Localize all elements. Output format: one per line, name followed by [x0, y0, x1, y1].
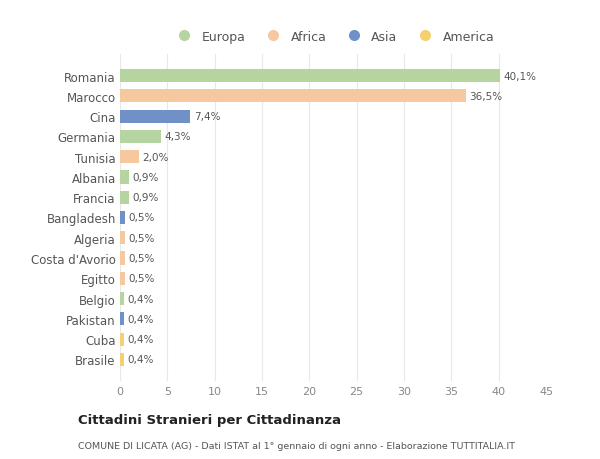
Text: 0,9%: 0,9% — [133, 173, 158, 183]
Text: 0,4%: 0,4% — [128, 314, 154, 324]
Bar — [120, 333, 124, 346]
Bar — [120, 90, 466, 103]
Text: 36,5%: 36,5% — [469, 92, 502, 102]
Text: 0,5%: 0,5% — [128, 274, 155, 284]
Text: 2,0%: 2,0% — [143, 152, 169, 162]
Bar — [120, 151, 139, 164]
Text: 0,4%: 0,4% — [128, 294, 154, 304]
Text: 0,5%: 0,5% — [128, 213, 155, 223]
Text: 0,9%: 0,9% — [133, 193, 158, 203]
Bar — [120, 171, 128, 184]
Text: 40,1%: 40,1% — [503, 72, 536, 81]
Bar — [120, 130, 161, 144]
Bar — [120, 212, 125, 224]
Bar — [120, 292, 124, 306]
Bar — [120, 110, 190, 123]
Bar — [120, 313, 124, 326]
Text: 0,4%: 0,4% — [128, 334, 154, 344]
Bar — [120, 70, 500, 83]
Bar — [120, 191, 128, 204]
Bar — [120, 232, 125, 245]
Bar — [120, 272, 125, 285]
Bar — [120, 252, 125, 265]
Text: Cittadini Stranieri per Cittadinanza: Cittadini Stranieri per Cittadinanza — [78, 413, 341, 426]
Bar — [120, 353, 124, 366]
Text: 7,4%: 7,4% — [194, 112, 220, 122]
Text: 0,4%: 0,4% — [128, 355, 154, 364]
Text: 0,5%: 0,5% — [128, 253, 155, 263]
Text: 0,5%: 0,5% — [128, 233, 155, 243]
Text: COMUNE DI LICATA (AG) - Dati ISTAT al 1° gennaio di ogni anno - Elaborazione TUT: COMUNE DI LICATA (AG) - Dati ISTAT al 1°… — [78, 441, 515, 450]
Legend: Europa, Africa, Asia, America: Europa, Africa, Asia, America — [167, 25, 499, 48]
Text: 4,3%: 4,3% — [164, 132, 191, 142]
